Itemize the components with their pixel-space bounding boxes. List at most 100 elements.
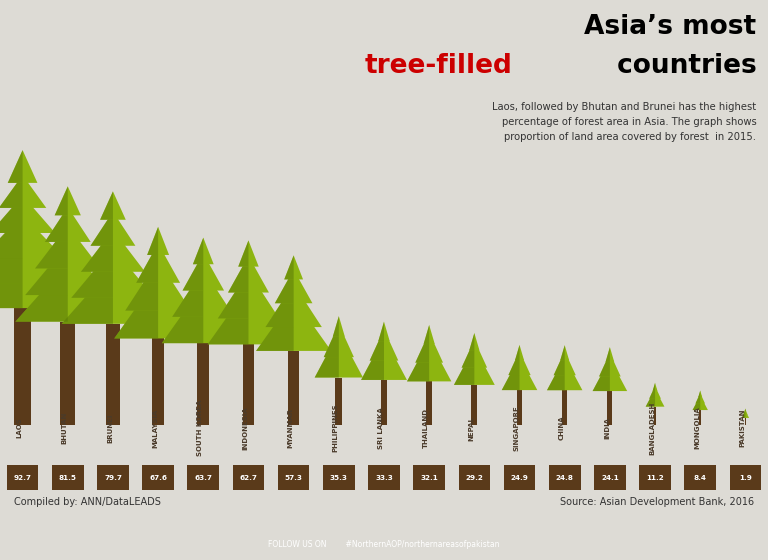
FancyBboxPatch shape [187,465,219,490]
Polygon shape [147,227,158,255]
Polygon shape [324,324,354,357]
Polygon shape [238,240,249,267]
Polygon shape [315,332,363,377]
Polygon shape [744,408,746,412]
Polygon shape [593,358,610,391]
FancyBboxPatch shape [594,465,626,490]
Polygon shape [25,244,68,295]
Polygon shape [742,411,746,418]
Bar [654,407,657,425]
Text: LAOS: LAOS [17,418,22,438]
Polygon shape [561,345,569,360]
Text: PHILIPPINES: PHILIPPINES [333,404,339,452]
Text: NEPAL: NEPAL [468,416,475,441]
Text: INDIA: INDIA [604,417,610,439]
Polygon shape [415,332,443,363]
Polygon shape [653,383,657,391]
Polygon shape [228,256,269,292]
Polygon shape [100,192,113,220]
Polygon shape [454,347,475,385]
Polygon shape [0,253,82,308]
Polygon shape [0,253,22,308]
Polygon shape [114,277,158,338]
Polygon shape [0,195,55,233]
Polygon shape [218,271,249,319]
FancyBboxPatch shape [639,465,671,490]
Polygon shape [462,340,475,368]
FancyBboxPatch shape [684,465,716,490]
Polygon shape [605,347,614,362]
Text: CHINA: CHINA [558,416,564,440]
Polygon shape [698,390,702,397]
FancyBboxPatch shape [142,465,174,490]
Bar [607,391,612,425]
Polygon shape [743,410,746,415]
Polygon shape [125,260,191,311]
Bar [288,351,299,425]
Polygon shape [369,329,399,361]
Polygon shape [266,284,322,327]
Text: 67.6: 67.6 [149,474,167,480]
Text: MONGOLIA: MONGOLIA [694,407,700,450]
Polygon shape [8,150,22,183]
Polygon shape [649,386,655,399]
Polygon shape [218,271,279,319]
Text: BRUNEI: BRUNEI [107,413,113,443]
Polygon shape [547,357,582,390]
Text: FOLLOW US ON        #NorthernAOP/northernareasofpakistan: FOLLOW US ON #NorthernAOP/northernareaso… [268,540,500,549]
Text: 79.7: 79.7 [104,474,122,480]
Text: 32.1: 32.1 [420,474,438,480]
Text: 57.3: 57.3 [285,474,303,480]
Polygon shape [162,284,245,343]
Bar [517,390,522,425]
Polygon shape [100,192,126,220]
Text: 24.8: 24.8 [556,474,574,480]
Text: Laos, followed by Bhutan and Brunei has the highest
percentage of forest area in: Laos, followed by Bhutan and Brunei has … [492,102,756,142]
Text: SRI LANKA: SRI LANKA [378,407,384,449]
Bar [699,410,701,425]
FancyBboxPatch shape [52,465,84,490]
Polygon shape [554,351,576,375]
Polygon shape [136,244,158,283]
Polygon shape [15,263,120,321]
Polygon shape [193,237,214,264]
FancyBboxPatch shape [458,465,490,490]
FancyBboxPatch shape [233,465,264,490]
Polygon shape [207,287,249,344]
Bar [336,377,343,425]
Text: 1.9: 1.9 [739,474,752,480]
Polygon shape [469,333,479,351]
Bar [426,381,432,425]
Polygon shape [646,389,664,407]
Text: BANGLADESH: BANGLADESH [649,402,655,455]
Polygon shape [653,383,655,391]
Polygon shape [172,269,234,317]
Text: 24.1: 24.1 [601,474,619,480]
Polygon shape [379,321,389,341]
Bar [243,344,254,425]
Polygon shape [71,248,154,298]
Text: 92.7: 92.7 [14,474,31,480]
Polygon shape [0,234,22,283]
Polygon shape [0,175,22,208]
Text: PAKISTAN: PAKISTAN [740,409,746,447]
FancyBboxPatch shape [368,465,400,490]
Polygon shape [147,227,169,255]
Polygon shape [407,340,452,381]
Polygon shape [45,207,68,242]
Polygon shape [515,345,519,360]
Polygon shape [0,234,73,283]
Polygon shape [284,255,293,279]
Polygon shape [0,175,46,208]
Polygon shape [508,351,531,375]
Polygon shape [742,411,749,418]
Polygon shape [162,284,204,343]
Text: MYANMAR: MYANMAR [288,408,293,448]
Text: INDONESIA: INDONESIA [243,406,249,450]
Polygon shape [91,212,113,246]
Polygon shape [55,186,81,216]
Polygon shape [379,321,384,341]
Polygon shape [91,212,135,246]
Polygon shape [369,329,384,361]
Polygon shape [61,266,164,324]
